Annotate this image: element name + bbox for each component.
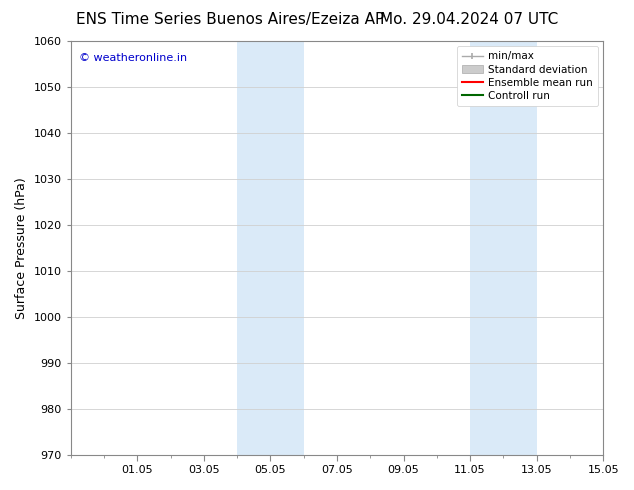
Text: Mo. 29.04.2024 07 UTC: Mo. 29.04.2024 07 UTC <box>380 12 558 27</box>
Text: © weatheronline.in: © weatheronline.in <box>79 53 187 64</box>
Text: ENS Time Series Buenos Aires/Ezeiza AP: ENS Time Series Buenos Aires/Ezeiza AP <box>76 12 384 27</box>
Bar <box>237 41 304 455</box>
Bar <box>470 41 536 455</box>
Y-axis label: Surface Pressure (hPa): Surface Pressure (hPa) <box>15 177 28 318</box>
Legend: min/max, Standard deviation, Ensemble mean run, Controll run: min/max, Standard deviation, Ensemble me… <box>456 46 598 106</box>
